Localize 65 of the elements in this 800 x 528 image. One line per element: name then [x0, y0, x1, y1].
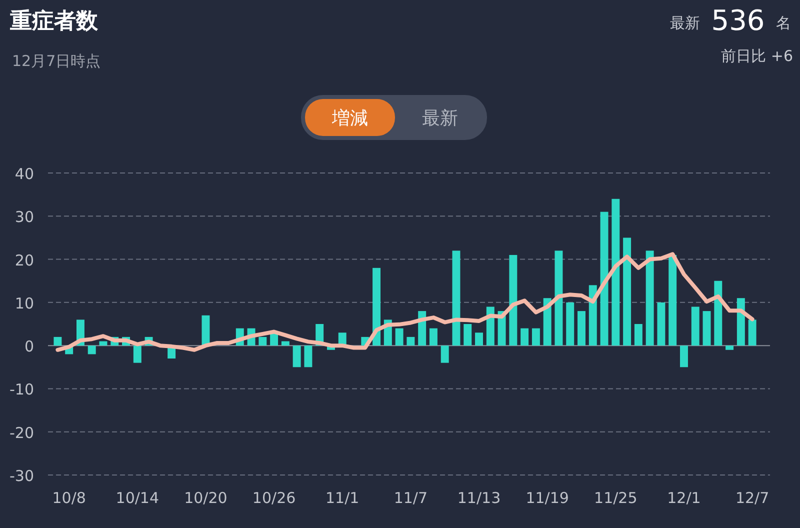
- chart-subtitle: 12月7日時点: [12, 52, 101, 70]
- bar: [691, 306, 700, 346]
- bar: [429, 328, 438, 346]
- bar: [440, 346, 449, 363]
- y-tick-label: -30: [10, 467, 34, 485]
- y-tick-label: 0: [24, 338, 34, 356]
- y-tick-label: -20: [10, 424, 34, 442]
- x-tick-label: 11/13: [457, 489, 501, 507]
- bar: [475, 332, 483, 346]
- bar: [646, 250, 654, 346]
- y-tick-label: 40: [14, 165, 34, 183]
- x-tick-label: 10/20: [184, 489, 228, 507]
- text: 最新: [670, 14, 700, 32]
- bar: [702, 311, 711, 346]
- bar: [281, 341, 290, 346]
- x-tick-label: 10/8: [52, 489, 86, 507]
- y-tick-label: 20: [14, 251, 34, 270]
- text: 最新: [422, 108, 458, 129]
- bar: [464, 324, 472, 346]
- bar: [452, 250, 460, 346]
- chart-title: 重症者数: [9, 9, 99, 34]
- x-tick-label: 12/1: [667, 489, 701, 507]
- x-tick-label: 10/14: [116, 489, 160, 507]
- bar: [520, 328, 529, 346]
- bar: [258, 336, 267, 346]
- bar: [532, 328, 540, 346]
- bar: [578, 311, 586, 346]
- bar: [748, 320, 756, 346]
- bar: [612, 198, 620, 346]
- bar: [292, 346, 301, 368]
- bar: [668, 254, 677, 346]
- bar: [372, 268, 381, 346]
- bar: [54, 336, 62, 346]
- bar: [736, 298, 745, 346]
- y-tick-label: 10: [14, 294, 34, 312]
- bar: [509, 254, 518, 346]
- bar: [714, 280, 722, 346]
- bar: [133, 346, 142, 363]
- text: 名: [776, 14, 791, 32]
- bar: [395, 328, 404, 346]
- x-tick-label: 11/1: [326, 489, 360, 507]
- x-tick-label: 10/26: [252, 489, 296, 507]
- bar: [634, 324, 642, 346]
- line-series: [56, 252, 754, 352]
- bar: [566, 302, 574, 346]
- y-tick-label: 30: [14, 208, 34, 226]
- y-tick-label: -10: [10, 380, 34, 399]
- bar: [554, 250, 563, 346]
- bar: [406, 336, 415, 346]
- bar: [88, 346, 96, 354]
- x-tick-label: 11/19: [526, 489, 569, 507]
- bar: [304, 346, 312, 368]
- text: 増減: [331, 108, 368, 129]
- bar: [600, 212, 608, 346]
- text: 前日比 +6: [721, 47, 793, 65]
- bar: [623, 238, 632, 346]
- bar: [202, 315, 210, 346]
- bar: [588, 285, 597, 346]
- bar: [657, 302, 666, 346]
- x-tick-label: 11/7: [394, 489, 428, 507]
- bar: [680, 346, 688, 368]
- x-tick-label: 12/7: [735, 489, 770, 507]
- bar: [726, 346, 734, 350]
- x-tick-label: 11/25: [594, 489, 638, 507]
- text: 536: [711, 4, 765, 37]
